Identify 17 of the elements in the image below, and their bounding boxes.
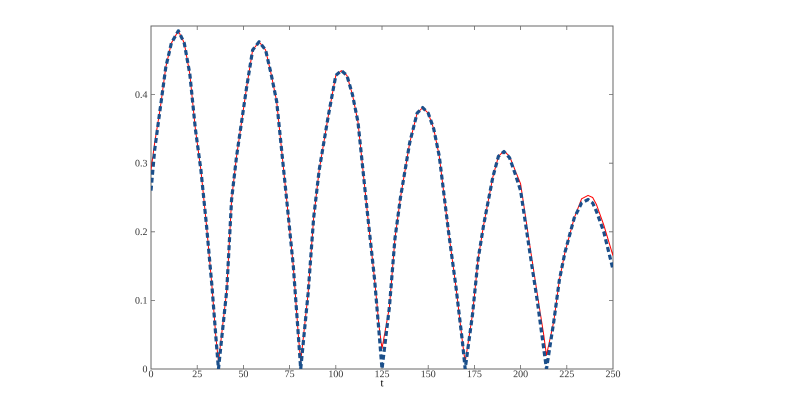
x-tick-label: 100 bbox=[329, 370, 343, 378]
y-tick-label: 0.3 bbox=[135, 160, 148, 167]
x-tick-label: 25 bbox=[192, 370, 202, 378]
x-tick-label: 150 bbox=[422, 370, 436, 378]
x-tick-label: 200 bbox=[514, 370, 528, 378]
x-tick-label: 175 bbox=[468, 370, 482, 378]
x-axis-title: t bbox=[380, 380, 384, 386]
y-tick-label: 0.1 bbox=[135, 296, 147, 304]
x-tick-label: 0 bbox=[148, 370, 154, 378]
x-tick-label: 50 bbox=[238, 370, 248, 378]
x-tick-label: 75 bbox=[285, 370, 294, 378]
x-tick-label: 250 bbox=[606, 370, 620, 378]
y-tick-label: 0.4 bbox=[135, 91, 148, 98]
y-tick-label: 0 bbox=[142, 366, 148, 372]
x-tick-label: 125 bbox=[375, 370, 390, 378]
y-tick-label: 0.2 bbox=[135, 228, 147, 236]
x-tick-label: 225 bbox=[560, 370, 574, 378]
